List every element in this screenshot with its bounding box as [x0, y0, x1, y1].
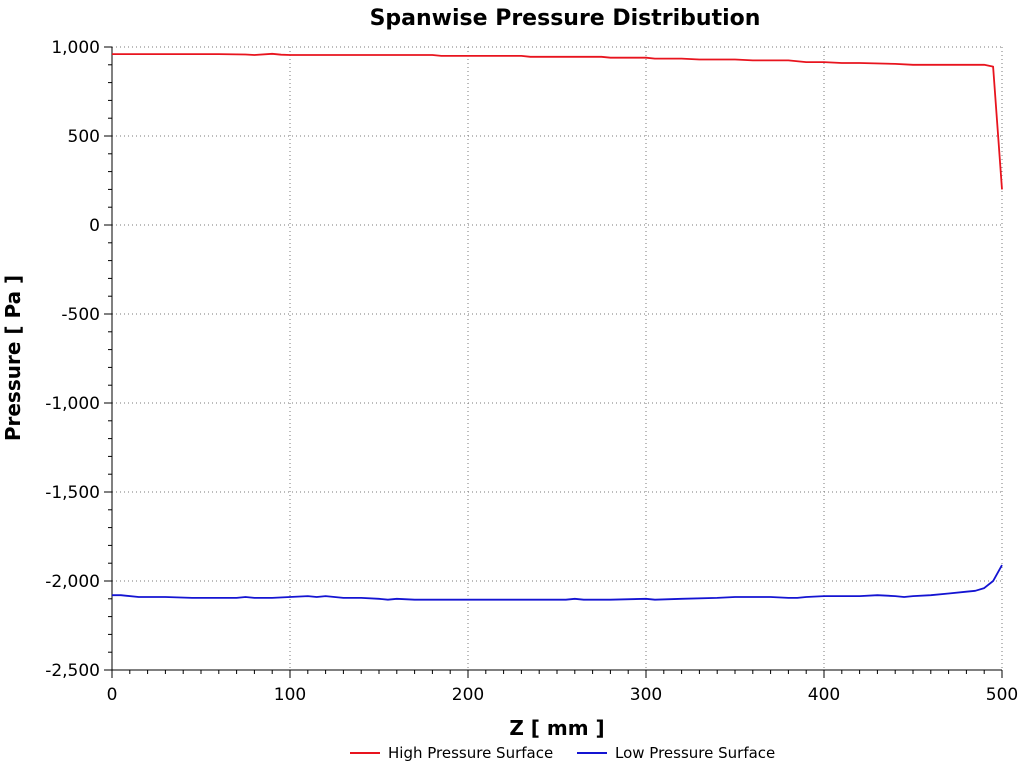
x-tick-label: 300 [630, 685, 662, 705]
legend-entry-low-pressure-surface: Low Pressure Surface [577, 744, 775, 762]
y-tick-label: 500 [68, 127, 100, 147]
y-tick-label: -2,000 [45, 572, 100, 592]
legend-entry-high-pressure-surface: High Pressure Surface [350, 744, 553, 762]
x-tick-label: 400 [808, 685, 840, 705]
y-tick-label: -1,500 [45, 483, 100, 503]
y-tick-label: -1,000 [45, 394, 100, 414]
axes-layer [104, 46, 1003, 678]
x-tick-label: 100 [274, 685, 306, 705]
tick-labels: 1,000 500 0 -500 -1,000 -1,500 -2,000 -2,500 0 10… [45, 38, 1018, 705]
legend: High Pressure Surface Low Pressure Surfac… [350, 744, 775, 762]
series-line-high-pressure-surface [112, 52, 1003, 190]
y-tick-label: 1,000 [51, 38, 100, 58]
y-tick-label: -2,500 [45, 661, 100, 681]
series-layer [112, 52, 1003, 601]
x-axis-label: Z [ mm ] [509, 716, 604, 740]
x-tick-label: 0 [107, 685, 118, 705]
y-tick-label: -500 [61, 305, 100, 325]
grid-layer [112, 46, 1003, 670]
legend-label: High Pressure Surface [388, 744, 553, 762]
y-tick-label: 0 [89, 216, 100, 236]
y-axis-label: Pressure [ Pa ] [1, 275, 25, 441]
x-tick-label: 200 [452, 685, 484, 705]
legend-label: Low Pressure Surface [615, 744, 775, 762]
chart-title: Spanwise Pressure Distribution [370, 6, 761, 31]
series-line-low-pressure-surface [112, 564, 1003, 601]
x-tick-label: 500 [986, 685, 1018, 705]
